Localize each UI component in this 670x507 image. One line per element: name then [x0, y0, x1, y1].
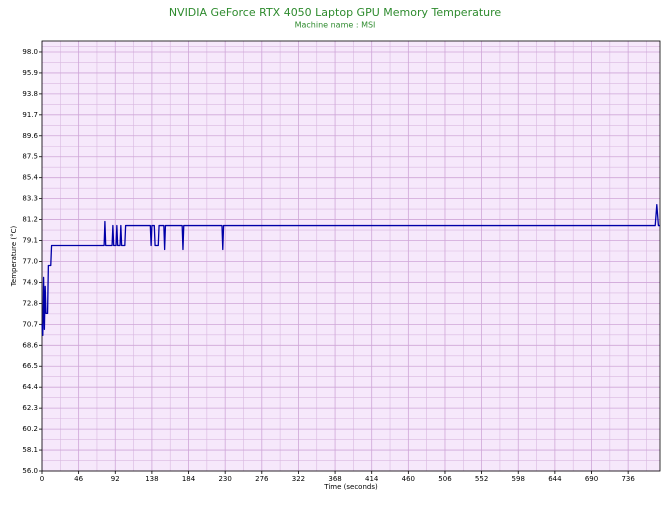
data-line [41, 203, 660, 336]
x-tick-label: 506 [438, 475, 452, 483]
y-tick-label: 93.8 [22, 90, 38, 98]
x-tick-label: 414 [365, 475, 379, 483]
x-tick-label: 368 [328, 475, 341, 483]
y-tick-label: 72.8 [22, 299, 38, 307]
plot-border [41, 40, 661, 472]
y-tick-label: 64.4 [22, 383, 38, 391]
y-tick-label: 66.5 [22, 362, 38, 370]
y-tick-label: 68.6 [22, 341, 38, 349]
y-tick-label: 89.6 [22, 132, 38, 140]
y-tick-label: 62.3 [22, 404, 38, 412]
y-tick-label: 87.5 [22, 153, 38, 161]
x-tick-label: 230 [218, 475, 231, 483]
chart-subtitle: Machine name : MSI [295, 21, 376, 30]
y-tick-label: 58.1 [22, 446, 38, 454]
y-tick-label: 74.9 [22, 278, 38, 286]
y-tick-label: 98.0 [22, 48, 38, 56]
y-tick-label: 91.7 [22, 111, 38, 119]
y-tick-label: 85.4 [22, 174, 38, 182]
x-tick-label: 598 [512, 475, 525, 483]
y-tick-label: 60.2 [22, 425, 38, 433]
y-axis-label: Temperature (°C) [10, 226, 18, 288]
x-tick-label: 552 [475, 475, 488, 483]
y-tick-label: 70.7 [22, 320, 38, 328]
x-tick-label: 644 [548, 475, 562, 483]
x-tick-label: 460 [402, 475, 415, 483]
x-tick-label: 276 [255, 475, 269, 483]
chart-title: NVIDIA GeForce RTX 4050 Laptop GPU Memor… [169, 6, 502, 19]
x-tick-label: 0 [40, 475, 44, 483]
plot-area [42, 41, 660, 471]
x-tick-label: 690 [585, 475, 598, 483]
y-tick-label: 83.3 [22, 195, 38, 203]
x-tick-label: 736 [621, 475, 635, 483]
x-tick-label: 322 [292, 475, 305, 483]
x-tick-label: 46 [74, 475, 83, 483]
x-tick-label: 184 [182, 475, 196, 483]
x-tick-label: 138 [145, 475, 158, 483]
y-tick-label: 79.1 [22, 237, 38, 245]
y-tick-label: 81.2 [22, 216, 38, 224]
x-tick-label: 92 [111, 475, 120, 483]
x-axis-label: Time (seconds) [323, 483, 378, 491]
y-tick-label: 77.0 [22, 257, 38, 265]
y-tick-label: 95.9 [22, 69, 38, 77]
y-tick-label: 56.0 [22, 467, 38, 475]
